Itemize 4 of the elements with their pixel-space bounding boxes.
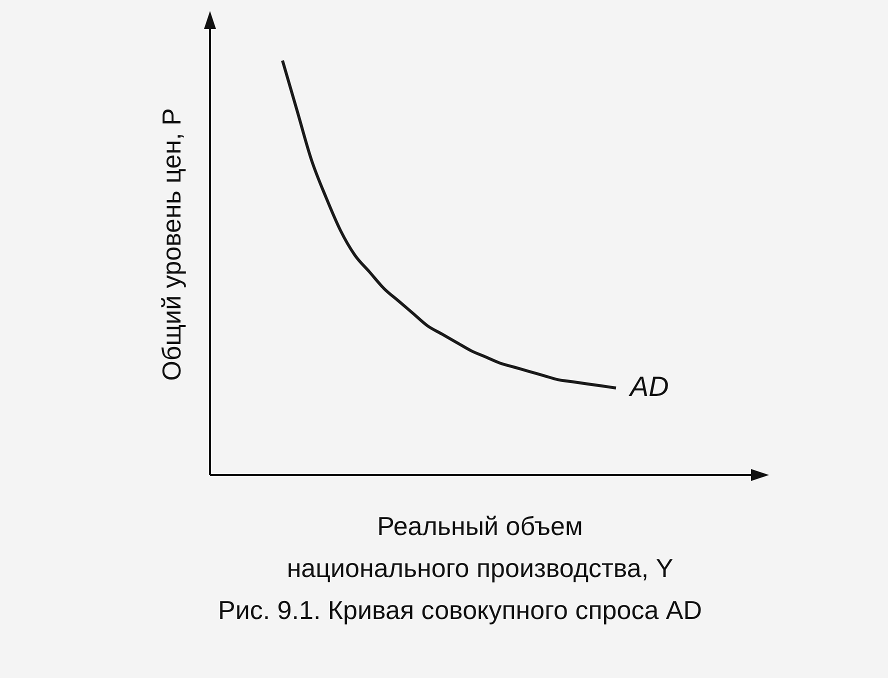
y-axis-title: Общий уровень цен, P xyxy=(156,107,188,383)
x-axis-title: Реальный объем национального производства, Y xyxy=(286,510,674,585)
series-label: AD xyxy=(628,370,669,402)
text: Рис. 9.1. Кривая совокупного спроса AD xyxy=(216,595,703,626)
